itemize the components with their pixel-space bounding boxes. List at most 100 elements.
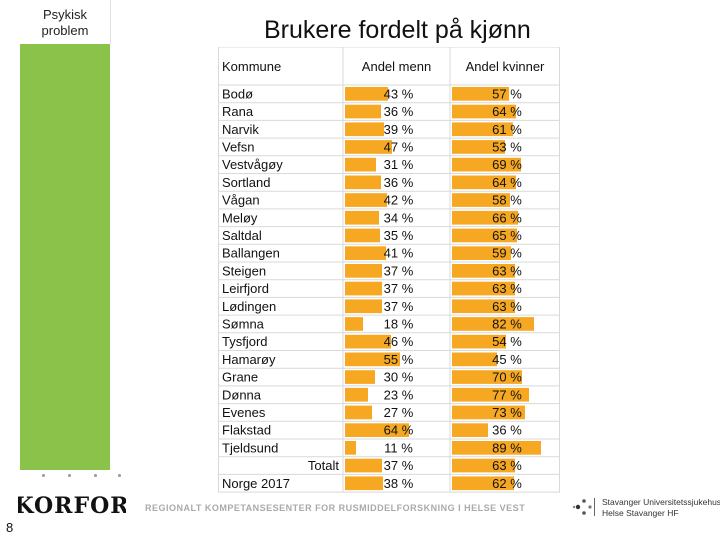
value-men: 64 % bbox=[384, 423, 414, 438]
bar-women bbox=[452, 210, 518, 225]
svg-text:KORFOR: KORFOR bbox=[18, 494, 126, 516]
bar-men bbox=[345, 352, 400, 367]
value-men: 37 % bbox=[384, 281, 414, 296]
bar-women bbox=[452, 87, 509, 101]
value-men: 27 % bbox=[384, 405, 414, 420]
row-label: Lødingen bbox=[222, 299, 276, 314]
bar-women bbox=[452, 175, 516, 190]
org-footer-text: REGIONALT KOMPETANSESENTER FOR RUSMIDDEL… bbox=[145, 503, 526, 513]
value-men: 35 % bbox=[384, 228, 414, 243]
value-men: 37 % bbox=[384, 263, 414, 278]
bar-men bbox=[345, 281, 382, 296]
bar-women bbox=[452, 140, 505, 154]
value-men: 43 % bbox=[384, 86, 414, 101]
bar-men bbox=[345, 405, 372, 420]
value-men: 31 % bbox=[384, 157, 414, 172]
value-men: 42 % bbox=[384, 193, 414, 208]
value-women: 77 % bbox=[492, 387, 522, 402]
row-label: Vestvågøy bbox=[222, 157, 283, 172]
bar-men bbox=[345, 387, 368, 402]
value-women: 73 % bbox=[492, 405, 522, 420]
value-men: 39 % bbox=[384, 122, 414, 137]
row-label: Evenes bbox=[222, 405, 266, 420]
value-women: 62 % bbox=[492, 476, 522, 491]
row-label: Leirfjord bbox=[222, 281, 269, 296]
value-women: 69 % bbox=[492, 157, 522, 172]
bar-women bbox=[452, 405, 525, 420]
bar-men bbox=[345, 441, 356, 455]
bar-men bbox=[345, 140, 392, 154]
header-andel-kvinner: Andel kvinner bbox=[466, 59, 545, 74]
row-label: Ballangen bbox=[222, 246, 280, 261]
korfor-logo: KORFOR bbox=[18, 494, 126, 516]
value-women: 53 % bbox=[492, 139, 522, 154]
value-women: 64 % bbox=[492, 175, 522, 190]
value-women: 66 % bbox=[492, 210, 522, 225]
gender-table: Kommune Andel menn Andel kvinner Bodø 43 % 57… bbox=[218, 47, 560, 493]
bar-women bbox=[452, 299, 515, 314]
row-label: Dønna bbox=[222, 387, 262, 402]
row-label: Narvik bbox=[222, 122, 259, 137]
row-label: Tysfjord bbox=[222, 334, 268, 349]
row-label: Saltdal bbox=[222, 228, 262, 243]
bar-men bbox=[345, 246, 386, 260]
value-men: 11 % bbox=[384, 440, 413, 455]
sidebar-panel: Psykisk problem bbox=[20, 0, 111, 470]
value-women: 63 % bbox=[492, 299, 522, 314]
bar-men bbox=[345, 87, 388, 101]
bar-women bbox=[452, 387, 529, 402]
row-label: Meløy bbox=[222, 210, 258, 225]
value-women: 63 % bbox=[492, 281, 522, 296]
header-kommune: Kommune bbox=[222, 59, 281, 74]
value-men: 36 % bbox=[384, 175, 414, 190]
bar-women bbox=[452, 122, 513, 137]
bar-men bbox=[345, 476, 383, 491]
value-women: 65 % bbox=[492, 228, 522, 243]
value-men: 34 % bbox=[384, 210, 414, 225]
header-andel-menn: Andel menn bbox=[362, 59, 431, 74]
bar-women bbox=[452, 352, 497, 367]
value-women: 70 % bbox=[492, 370, 522, 385]
bar-women bbox=[452, 334, 506, 349]
bar-men bbox=[345, 423, 409, 437]
bar-women bbox=[452, 246, 511, 260]
bar-women bbox=[452, 476, 514, 491]
slide-title: Brukere fordelt på kjønn bbox=[264, 16, 531, 44]
value-men: 18 % bbox=[384, 316, 414, 331]
bar-women bbox=[452, 281, 515, 296]
bar-men bbox=[345, 458, 382, 473]
bar-women bbox=[452, 423, 488, 437]
row-label: Bodø bbox=[222, 86, 253, 101]
row-label: Tjeldsund bbox=[222, 440, 278, 455]
page-number: 8 bbox=[6, 520, 14, 535]
bar-men bbox=[345, 264, 382, 278]
value-men: 38 % bbox=[384, 476, 414, 491]
hospital-logo: Stavanger Universitetssjukehus Helse Sta… bbox=[572, 495, 720, 519]
value-men: 30 % bbox=[384, 370, 414, 385]
bar-men bbox=[345, 104, 381, 119]
bar-men bbox=[345, 175, 381, 190]
hospital-mark-icon bbox=[572, 498, 595, 516]
bar-men bbox=[345, 193, 387, 207]
row-label: Vefsn bbox=[222, 139, 255, 154]
bar-men bbox=[345, 299, 382, 314]
value-women: 57 % bbox=[492, 86, 522, 101]
value-men: 36 % bbox=[384, 104, 414, 119]
row-label: Totalt bbox=[308, 458, 339, 473]
hospital-sub: Helse Stavanger HF bbox=[602, 508, 679, 518]
bar-men bbox=[345, 122, 384, 137]
bar-men bbox=[345, 370, 375, 384]
value-women: 59 % bbox=[492, 246, 522, 261]
value-women: 89 % bbox=[492, 440, 522, 455]
bar-men bbox=[345, 157, 376, 172]
value-women: 58 % bbox=[492, 193, 522, 208]
value-women: 61 % bbox=[492, 122, 522, 137]
value-women: 54 % bbox=[492, 334, 522, 349]
row-label: Sortland bbox=[222, 175, 270, 190]
value-women: 45 % bbox=[492, 352, 522, 367]
bar-men bbox=[345, 334, 391, 349]
sidebar-header: Psykisk problem bbox=[20, 0, 111, 44]
value-women: 64 % bbox=[492, 104, 522, 119]
value-men: 55 % bbox=[384, 352, 414, 367]
row-label: Steigen bbox=[222, 263, 266, 278]
